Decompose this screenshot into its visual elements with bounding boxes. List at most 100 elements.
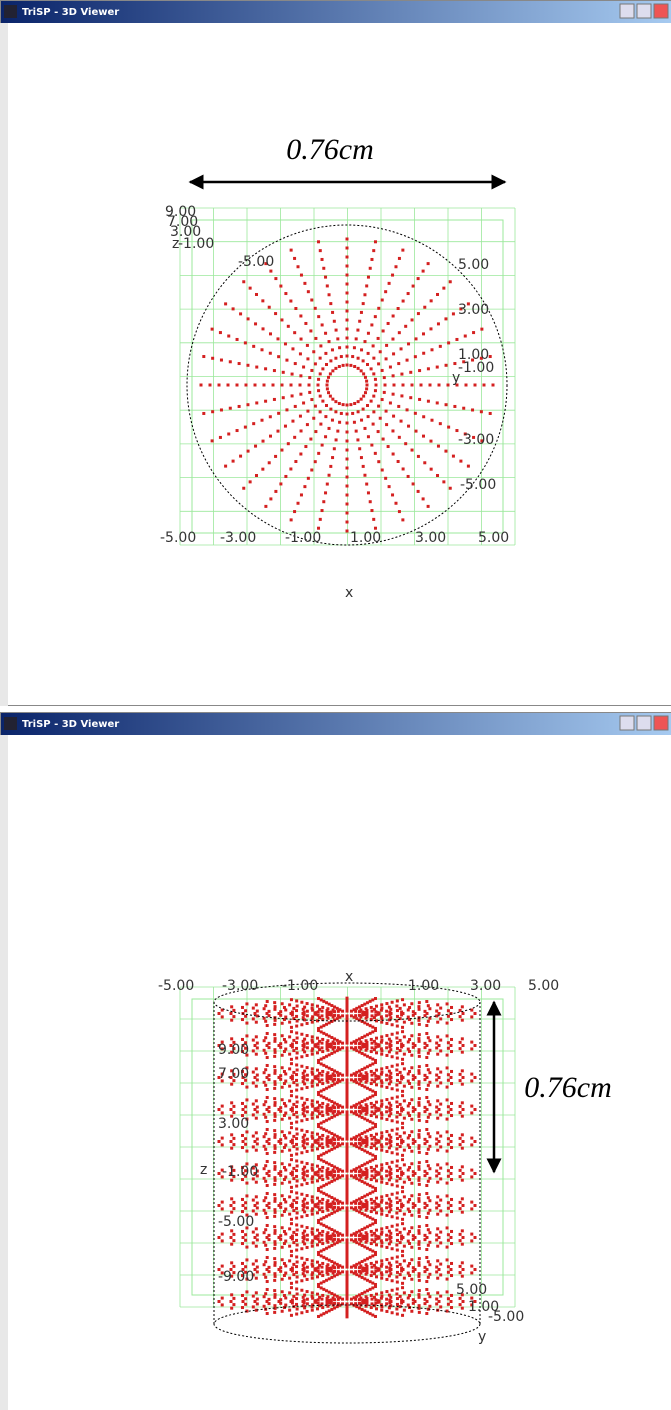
point [387,322,390,325]
point [273,1225,276,1228]
point [377,1267,380,1270]
point [288,1067,291,1070]
point [321,444,324,447]
point [412,1270,415,1273]
point [320,1250,323,1253]
point [408,1210,411,1213]
point [355,1007,358,1010]
point [303,1203,306,1206]
point [400,1267,403,1270]
point [303,1294,306,1297]
point [370,1070,373,1073]
point [385,1106,388,1109]
axis-label: -9.00 [218,1269,254,1285]
point [236,338,239,341]
minimize-button[interactable] [620,4,634,18]
point [375,1197,378,1200]
point [373,1272,376,1275]
point [384,290,387,293]
point [363,1213,366,1216]
point [283,1294,286,1297]
point [417,1293,420,1296]
point [311,1143,314,1146]
point [306,1266,309,1269]
point [317,1285,320,1288]
maximize-button[interactable] [637,4,651,18]
point [400,1139,403,1142]
point [392,374,395,377]
point [363,1067,366,1070]
point [221,1015,224,1018]
point [418,1065,421,1068]
point [273,1097,276,1100]
point [418,1144,421,1147]
point [291,1299,294,1302]
point [317,240,320,243]
point [273,1257,276,1260]
point [333,1046,336,1049]
point [360,311,363,314]
point [425,1024,428,1027]
point [333,1307,336,1310]
point [329,302,332,305]
point [380,1195,383,1198]
point [320,1046,323,1049]
point [303,1006,306,1009]
point [439,1049,442,1052]
point [446,1214,449,1217]
point [273,1112,276,1115]
point [371,1222,374,1225]
point [369,1248,372,1251]
point [374,378,377,381]
close-button[interactable] [654,716,668,730]
point [295,1217,298,1220]
point [375,1147,378,1150]
point [391,1055,394,1058]
point [336,1007,339,1010]
point [255,474,258,477]
point [450,1006,453,1009]
point [241,1242,244,1245]
point [333,1147,336,1150]
point [372,249,375,252]
point [462,1172,465,1175]
point [400,420,403,423]
point [385,1130,388,1133]
point [391,1247,394,1250]
point [252,1113,255,1116]
minimize-button[interactable] [620,716,634,730]
point [321,367,324,370]
point [435,1110,438,1113]
close-button[interactable] [654,4,668,18]
point [273,1176,276,1179]
point [395,1196,398,1199]
point [296,1244,299,1247]
point [330,1244,333,1247]
point [232,1265,235,1268]
point [374,1253,377,1256]
point [333,1083,336,1086]
maximize-button[interactable] [637,716,651,730]
point [439,1039,442,1042]
point [319,518,322,521]
point [401,1158,404,1161]
point [375,1261,378,1264]
point [295,1015,298,1018]
point [417,277,420,280]
point [295,1271,298,1274]
point [244,1143,247,1146]
point [373,1176,376,1179]
point [375,1179,378,1182]
point [446,1226,449,1229]
point [311,1053,314,1056]
point [428,1231,431,1234]
point [252,1135,255,1138]
point [436,1291,439,1294]
point [255,1099,258,1102]
point [450,1018,453,1021]
point [266,1184,269,1187]
point [297,502,300,505]
point [391,1001,394,1004]
point [373,1016,376,1019]
point [273,1200,276,1203]
